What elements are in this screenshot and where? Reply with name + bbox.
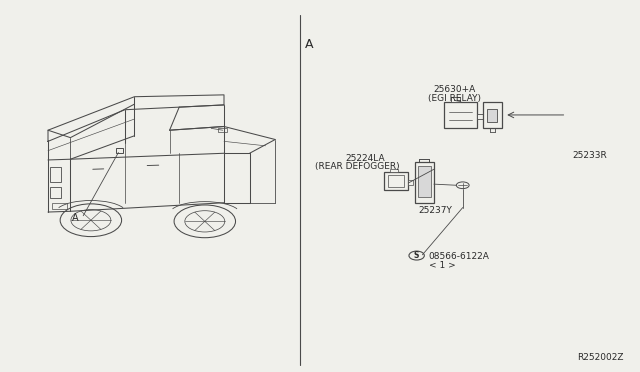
Ellipse shape	[174, 205, 236, 238]
Bar	[52, 203, 67, 209]
Bar	[477, 114, 483, 119]
Text: < 1 >: < 1 >	[429, 261, 456, 270]
Bar	[408, 180, 413, 185]
Bar	[50, 187, 61, 198]
Text: S: S	[414, 251, 419, 260]
Bar	[384, 172, 408, 190]
Text: 08566-6122A: 08566-6122A	[429, 252, 490, 261]
Bar	[483, 102, 502, 128]
Bar	[418, 166, 431, 197]
Bar	[487, 109, 497, 122]
Text: 25630+A: 25630+A	[433, 85, 476, 94]
Bar	[390, 169, 398, 172]
Text: (EGI RELAY): (EGI RELAY)	[428, 94, 481, 103]
Bar	[415, 162, 434, 203]
Bar	[451, 97, 460, 102]
Bar	[218, 128, 227, 132]
Text: R252002Z: R252002Z	[577, 353, 624, 362]
Ellipse shape	[456, 182, 469, 189]
Text: 25224LA: 25224LA	[345, 154, 385, 163]
Bar	[388, 175, 404, 187]
Text: A: A	[72, 213, 79, 222]
Text: 25237Y: 25237Y	[419, 206, 452, 215]
Text: (REAR DEFOGGER): (REAR DEFOGGER)	[315, 162, 399, 171]
Bar	[116, 148, 123, 153]
Ellipse shape	[60, 204, 122, 237]
Bar	[444, 102, 477, 128]
Ellipse shape	[71, 209, 111, 231]
Text: A: A	[305, 38, 314, 51]
Ellipse shape	[185, 211, 225, 232]
Text: 25233R: 25233R	[573, 151, 607, 160]
Bar	[50, 167, 61, 182]
